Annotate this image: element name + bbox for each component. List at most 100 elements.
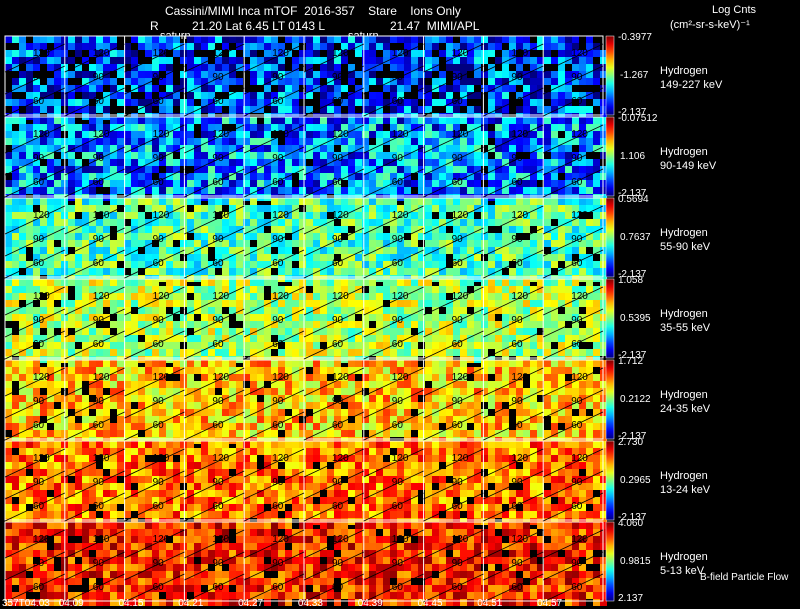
spectrogram-pixel <box>187 212 194 219</box>
spectrogram-pixel <box>180 43 187 50</box>
spectrogram-pixel <box>467 36 474 43</box>
spectrogram-pixel <box>488 85 495 92</box>
spectrogram-pixel <box>551 293 558 300</box>
spectrogram-pixel <box>383 57 390 64</box>
spectrogram-pixel <box>173 268 180 275</box>
spectrogram-pixel <box>194 233 201 240</box>
spectrogram-pixel <box>138 138 145 145</box>
spectrogram-pixel <box>19 430 26 437</box>
spectrogram-pixel <box>82 106 89 113</box>
spectrogram-pixel <box>47 293 54 300</box>
spectrogram-pixel <box>376 261 383 268</box>
spectrogram-pixel <box>138 423 145 430</box>
spectrogram-pixel <box>124 342 131 349</box>
contour-line <box>244 43 305 73</box>
spectrogram-pixel <box>26 307 33 314</box>
spectrogram-pixel <box>89 152 96 159</box>
spectrogram-pixel <box>509 166 516 173</box>
spectrogram-pixel <box>117 159 124 166</box>
spectrogram-pixel <box>355 92 362 99</box>
spectrogram-pixel <box>285 307 292 314</box>
spectrogram-pixel <box>565 36 572 43</box>
spectrogram-pixel <box>243 124 250 131</box>
spectrogram-pixel <box>495 395 502 402</box>
spectrogram-pixel <box>145 64 152 71</box>
spectrogram-pixel <box>222 131 229 138</box>
spectrogram-pixel <box>271 78 278 85</box>
spectrogram-pixel <box>257 99 264 106</box>
spectrogram-pixel <box>509 360 516 367</box>
spectrogram-pixel <box>579 314 586 321</box>
spectrogram-pixel <box>425 131 432 138</box>
spectrogram-pixel <box>572 300 579 307</box>
spectrogram-pixel <box>558 43 565 50</box>
spectrogram-pixel <box>348 71 355 78</box>
spectrogram-pixel <box>299 423 306 430</box>
spectrogram-pixel <box>173 43 180 50</box>
spectrogram-pixel <box>327 279 334 286</box>
spectrogram-pixel <box>96 198 103 205</box>
spectrogram-pixel <box>404 43 411 50</box>
spectrogram-pixel <box>376 99 383 106</box>
spectrogram-pixel <box>460 321 467 328</box>
spectrogram-pixel <box>418 64 425 71</box>
spectrogram-pixel <box>502 261 509 268</box>
spectrogram-pixel <box>530 145 537 152</box>
spectrogram-pixel <box>355 342 362 349</box>
spectrogram-pixel <box>250 300 257 307</box>
spectrogram-pixel <box>173 402 180 409</box>
spectrogram-pixel <box>68 180 75 187</box>
angle-label: 120 <box>212 210 229 221</box>
spectrogram-pixel <box>82 212 89 219</box>
spectrogram-pixel <box>12 261 19 268</box>
spectrogram-pixel <box>537 173 544 180</box>
spectrogram-pixel <box>516 430 523 437</box>
spectrogram-pixel <box>138 321 145 328</box>
spectrogram-pixel <box>425 293 432 300</box>
spectrogram-pixel <box>411 268 418 275</box>
spectrogram-pixel <box>397 388 404 395</box>
spectrogram-pixel <box>579 261 586 268</box>
spectrogram-pixel <box>299 159 306 166</box>
spectrogram-pixel <box>166 92 173 99</box>
spectrogram-pixel <box>355 321 362 328</box>
spectrogram-pixel <box>229 159 236 166</box>
spectrogram-pixel <box>138 240 145 247</box>
spectrogram-pixel <box>236 233 243 240</box>
spectrogram-pixel <box>404 180 411 187</box>
spectrogram-pixel <box>306 124 313 131</box>
spectrogram-pixel <box>467 145 474 152</box>
spectrogram-pixel <box>432 430 439 437</box>
spectrogram-pixel <box>33 430 40 437</box>
spectrogram-pixel <box>12 180 19 187</box>
spectrogram-pixel <box>208 106 215 113</box>
spectrogram-pixel <box>243 374 250 381</box>
spectrogram-pixel <box>187 240 194 247</box>
spectrogram-pixel <box>299 293 306 300</box>
spectrogram-pixel <box>117 240 124 247</box>
spectrogram-pixel <box>593 268 600 275</box>
spectrogram-pixel <box>12 138 19 145</box>
spectrogram-pixel <box>271 233 278 240</box>
spectrogram-pixel <box>250 166 257 173</box>
spectrogram-pixel <box>355 152 362 159</box>
spectrogram-pixel <box>453 85 460 92</box>
spectrogram-pixel <box>33 78 40 85</box>
spectrogram-pixel <box>425 212 432 219</box>
spectrogram-pixel <box>565 145 572 152</box>
spectrogram-pixel <box>75 307 82 314</box>
spectrogram-pixel <box>327 360 334 367</box>
spectrogram-pixel <box>579 423 586 430</box>
spectrogram-pixel <box>313 342 320 349</box>
spectrogram-pixel <box>40 92 47 99</box>
spectrogram-pixel <box>530 409 537 416</box>
spectrogram-pixel <box>145 430 152 437</box>
spectrogram-pixel <box>439 78 446 85</box>
spectrogram-pixel <box>327 187 334 194</box>
spectrogram-pixel <box>446 187 453 194</box>
spectrogram-pixel <box>75 360 82 367</box>
spectrogram-pixel <box>278 180 285 187</box>
spectrogram-pixel <box>278 409 285 416</box>
spectrogram-pixel <box>383 198 390 205</box>
spectrogram-pixel <box>278 293 285 300</box>
